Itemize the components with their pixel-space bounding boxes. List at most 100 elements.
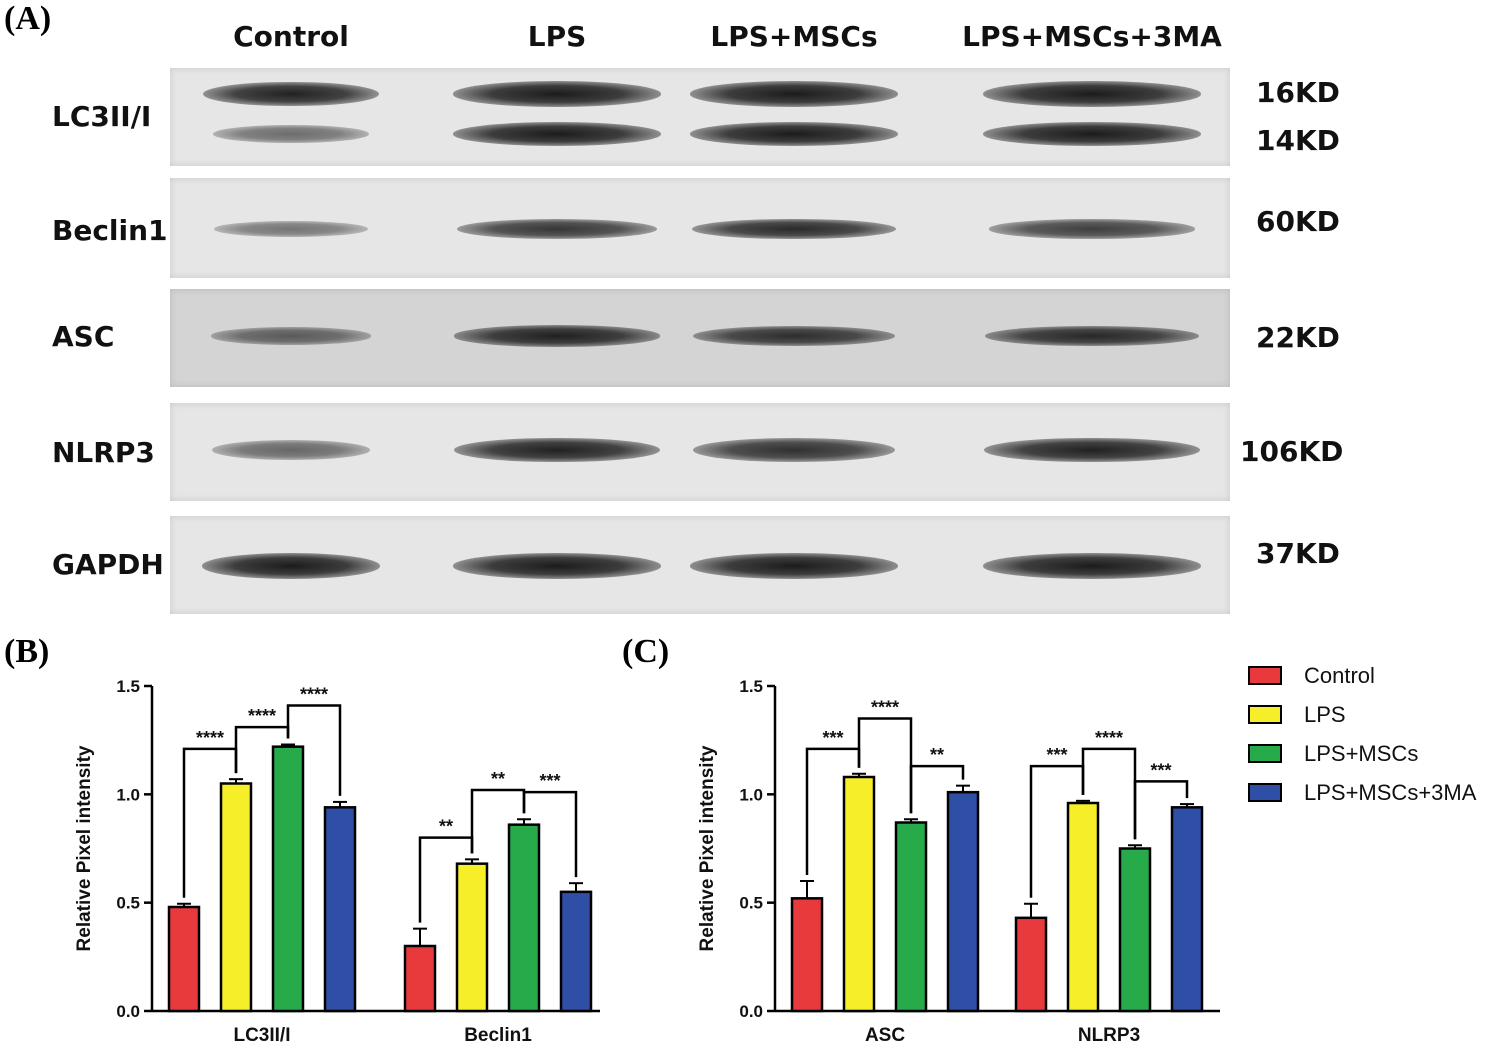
legend-item-lps: LPS xyxy=(1248,695,1476,734)
blot-band xyxy=(210,327,372,345)
significance-bracket xyxy=(1133,780,1189,840)
blot-band xyxy=(453,122,661,146)
significance-label: ** xyxy=(439,817,453,837)
significance-label: *** xyxy=(539,771,560,791)
y-tick-label: 1.0 xyxy=(116,785,140,804)
significance-bracket xyxy=(522,790,578,878)
y-tick-label: 0.5 xyxy=(739,894,763,913)
blot-band xyxy=(985,325,1199,347)
blot-band xyxy=(213,221,369,237)
bar xyxy=(842,775,876,1013)
significance-label: **** xyxy=(871,698,899,718)
kd-label-14kd: 14KD xyxy=(1256,124,1340,157)
blot-band xyxy=(983,122,1201,146)
bar xyxy=(323,806,357,1013)
x-tick-label: Beclin1 xyxy=(464,1025,532,1046)
blot-band xyxy=(690,122,898,146)
legend-swatch-lps-mscs xyxy=(1248,744,1282,763)
blot-band xyxy=(690,553,898,579)
panel-label-b: (B) xyxy=(4,633,50,670)
blot-band xyxy=(211,440,371,460)
significance-label: **** xyxy=(248,706,276,726)
blot-band xyxy=(983,553,1201,579)
significance-label: ** xyxy=(491,769,505,789)
y-tick-label: 0.0 xyxy=(116,1002,140,1021)
blot-band xyxy=(983,81,1201,107)
legend-text: Control xyxy=(1304,662,1375,688)
kd-label-16kd: 16KD xyxy=(1256,76,1340,109)
protein-label-asc: ASC xyxy=(52,320,115,353)
blot-band xyxy=(693,325,895,347)
blot-band xyxy=(454,325,660,347)
legend-swatch-lps xyxy=(1248,705,1282,724)
legend-text: LPS+MSCs+3MA xyxy=(1304,779,1477,805)
lane-label-lps: LPS xyxy=(527,20,587,53)
y-tick-label: 1.5 xyxy=(739,677,763,696)
bar xyxy=(1170,806,1204,1013)
blot-band xyxy=(201,553,381,579)
y-tick-label: 0.5 xyxy=(116,894,140,913)
lane-label-lps-mscs: LPS+MSCs xyxy=(710,20,878,53)
blot-band xyxy=(457,219,657,239)
chart-legend: Control LPS LPS+MSCs LPS+MSCs+3MA xyxy=(1248,656,1476,812)
bar xyxy=(1118,847,1152,1013)
bar-chart-b: 0.0 0.5 1.0 1.5 Relative Pixel intensity LC3I… xyxy=(74,677,600,1046)
x-tick-label: LC3II/I xyxy=(233,1025,290,1046)
bar xyxy=(219,782,253,1013)
y-tick-label: 1.0 xyxy=(739,785,763,804)
y-axis-label: Relative Pixel intensity xyxy=(697,745,718,951)
significance-label: *** xyxy=(1150,760,1171,780)
protein-label-gapdh: GAPDH xyxy=(52,548,164,581)
lane-label-control: Control xyxy=(233,20,349,53)
legend-item-control: Control xyxy=(1248,656,1476,695)
blot-band xyxy=(692,218,896,240)
legend-text: LPS+MSCs xyxy=(1304,740,1419,766)
panel-label-a: (A) xyxy=(4,0,52,37)
kd-label-37kd: 37KD xyxy=(1256,537,1340,570)
legend-item-lps-mscs: LPS+MSCs xyxy=(1248,734,1476,773)
significance-label: *** xyxy=(1046,745,1067,765)
kd-label-106kd: 106KD xyxy=(1240,435,1344,468)
legend-text: LPS xyxy=(1304,701,1346,727)
protein-label-beclin1: Beclin1 xyxy=(52,214,168,247)
bar xyxy=(1014,916,1048,1013)
blot-band xyxy=(690,81,898,107)
blot-band xyxy=(984,437,1200,463)
bar xyxy=(271,745,305,1013)
protein-label-lc3: LC3II/I xyxy=(52,100,152,133)
bar xyxy=(167,905,201,1013)
blot-band xyxy=(693,438,895,462)
bar xyxy=(894,821,928,1013)
legend-item-lps-mscs-3ma: LPS+MSCs+3MA xyxy=(1248,773,1476,812)
protein-label-nlrp3: NLRP3 xyxy=(52,436,155,469)
kd-label-22kd: 22KD xyxy=(1256,321,1340,354)
significance-label: ** xyxy=(930,745,944,765)
x-tick-label: NLRP3 xyxy=(1078,1025,1140,1046)
x-tick-label: ASC xyxy=(865,1025,905,1046)
panel-label-c: (C) xyxy=(622,633,670,670)
y-tick-label: 0.0 xyxy=(739,1002,763,1021)
significance-label: **** xyxy=(300,685,328,705)
y-tick-label: 1.5 xyxy=(116,677,140,696)
bar xyxy=(946,790,980,1013)
legend-swatch-lps-mscs-3ma xyxy=(1248,783,1282,802)
blot-band xyxy=(202,81,380,107)
legend-swatch-control xyxy=(1248,666,1282,685)
bar xyxy=(403,944,437,1013)
lane-label-lps-mscs-3ma: LPS+MSCs+3MA xyxy=(962,20,1222,53)
bar xyxy=(790,897,824,1013)
y-axis-label: Relative Pixel intensity xyxy=(74,745,95,951)
blot-band xyxy=(454,437,660,463)
blot-band xyxy=(453,81,661,107)
blot-band xyxy=(988,219,1196,239)
bar xyxy=(507,823,541,1013)
significance-bracket xyxy=(909,764,965,814)
significance-label: **** xyxy=(196,728,224,748)
blot-band xyxy=(212,125,370,143)
bar xyxy=(455,862,489,1013)
significance-bracket xyxy=(286,704,342,796)
kd-label-60kd: 60KD xyxy=(1256,205,1340,238)
blot-band xyxy=(453,553,661,579)
significance-label: *** xyxy=(822,728,843,748)
bar xyxy=(559,890,593,1013)
